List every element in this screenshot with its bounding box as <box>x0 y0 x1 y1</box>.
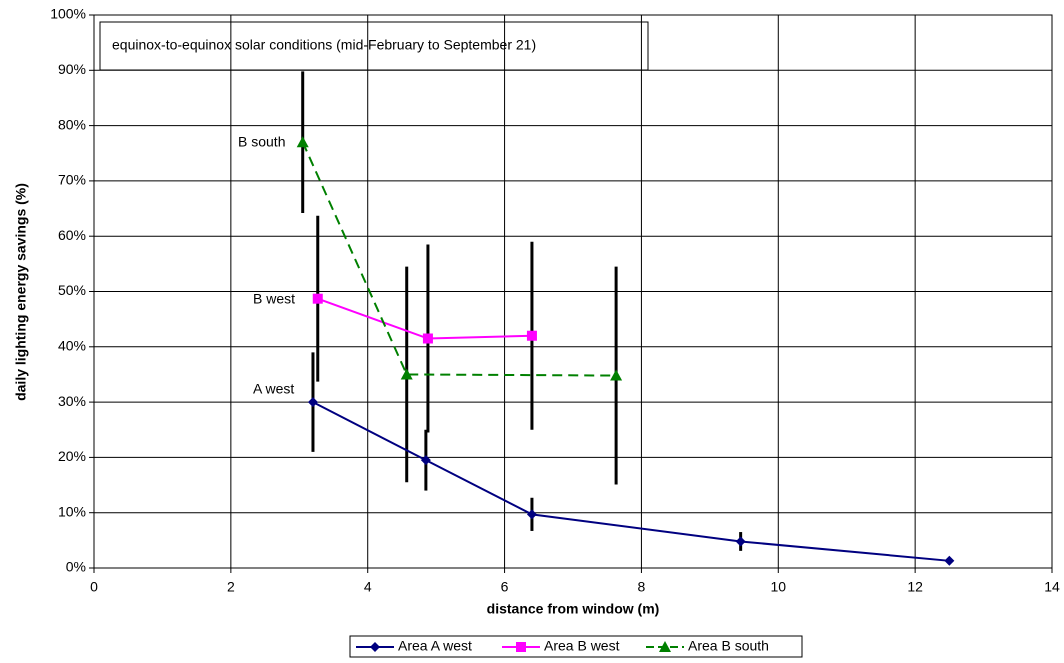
data-point <box>526 509 537 520</box>
legend-label: Area B south <box>688 638 769 654</box>
x-tick-label: 8 <box>638 579 646 595</box>
x-tick-label: 14 <box>1044 579 1060 595</box>
x-tick-label: 0 <box>90 579 98 595</box>
x-tick-label: 10 <box>770 579 786 595</box>
data-point <box>526 330 537 341</box>
legend-marker <box>516 642 526 652</box>
y-tick-label: 50% <box>58 282 86 298</box>
y-tick-label: 30% <box>58 393 86 409</box>
data-point <box>735 536 746 547</box>
y-tick-label: 40% <box>58 338 86 354</box>
legend-label: Area A west <box>398 638 472 654</box>
data-point <box>400 368 413 380</box>
x-tick-label: 2 <box>227 579 235 595</box>
y-tick-label: 20% <box>58 448 86 464</box>
data-point <box>420 455 431 466</box>
annotation-box <box>99 21 649 71</box>
data-point <box>422 333 433 344</box>
annotation: B west <box>253 291 295 307</box>
legend-marker <box>659 641 671 652</box>
series-line <box>301 141 617 377</box>
y-axis-label: daily lighting energy savings (%) <box>13 183 29 401</box>
x-axis-label: distance from window (m) <box>487 601 660 617</box>
x-tick-label: 12 <box>907 579 923 595</box>
data-point <box>307 397 318 408</box>
x-tick-label: 6 <box>501 579 509 595</box>
x-tick-label: 4 <box>364 579 372 595</box>
legend-label: Area B west <box>544 638 620 654</box>
annotation: A west <box>253 381 294 397</box>
legend <box>349 635 803 658</box>
annotation: B south <box>238 134 285 150</box>
legend-marker <box>370 642 380 652</box>
y-tick-label: 90% <box>58 61 86 77</box>
y-tick-label: 80% <box>58 116 86 132</box>
y-tick-label: 60% <box>58 227 86 243</box>
annotation: equinox-to-equinox solar conditions (mid… <box>112 37 536 53</box>
data-point <box>312 293 323 304</box>
y-tick-label: 70% <box>58 172 86 188</box>
y-tick-label: 100% <box>50 6 86 22</box>
y-tick-label: 0% <box>66 559 86 575</box>
y-tick-label: 10% <box>58 503 86 519</box>
data-point <box>610 369 623 381</box>
data-point <box>296 136 309 148</box>
data-point <box>944 555 955 566</box>
